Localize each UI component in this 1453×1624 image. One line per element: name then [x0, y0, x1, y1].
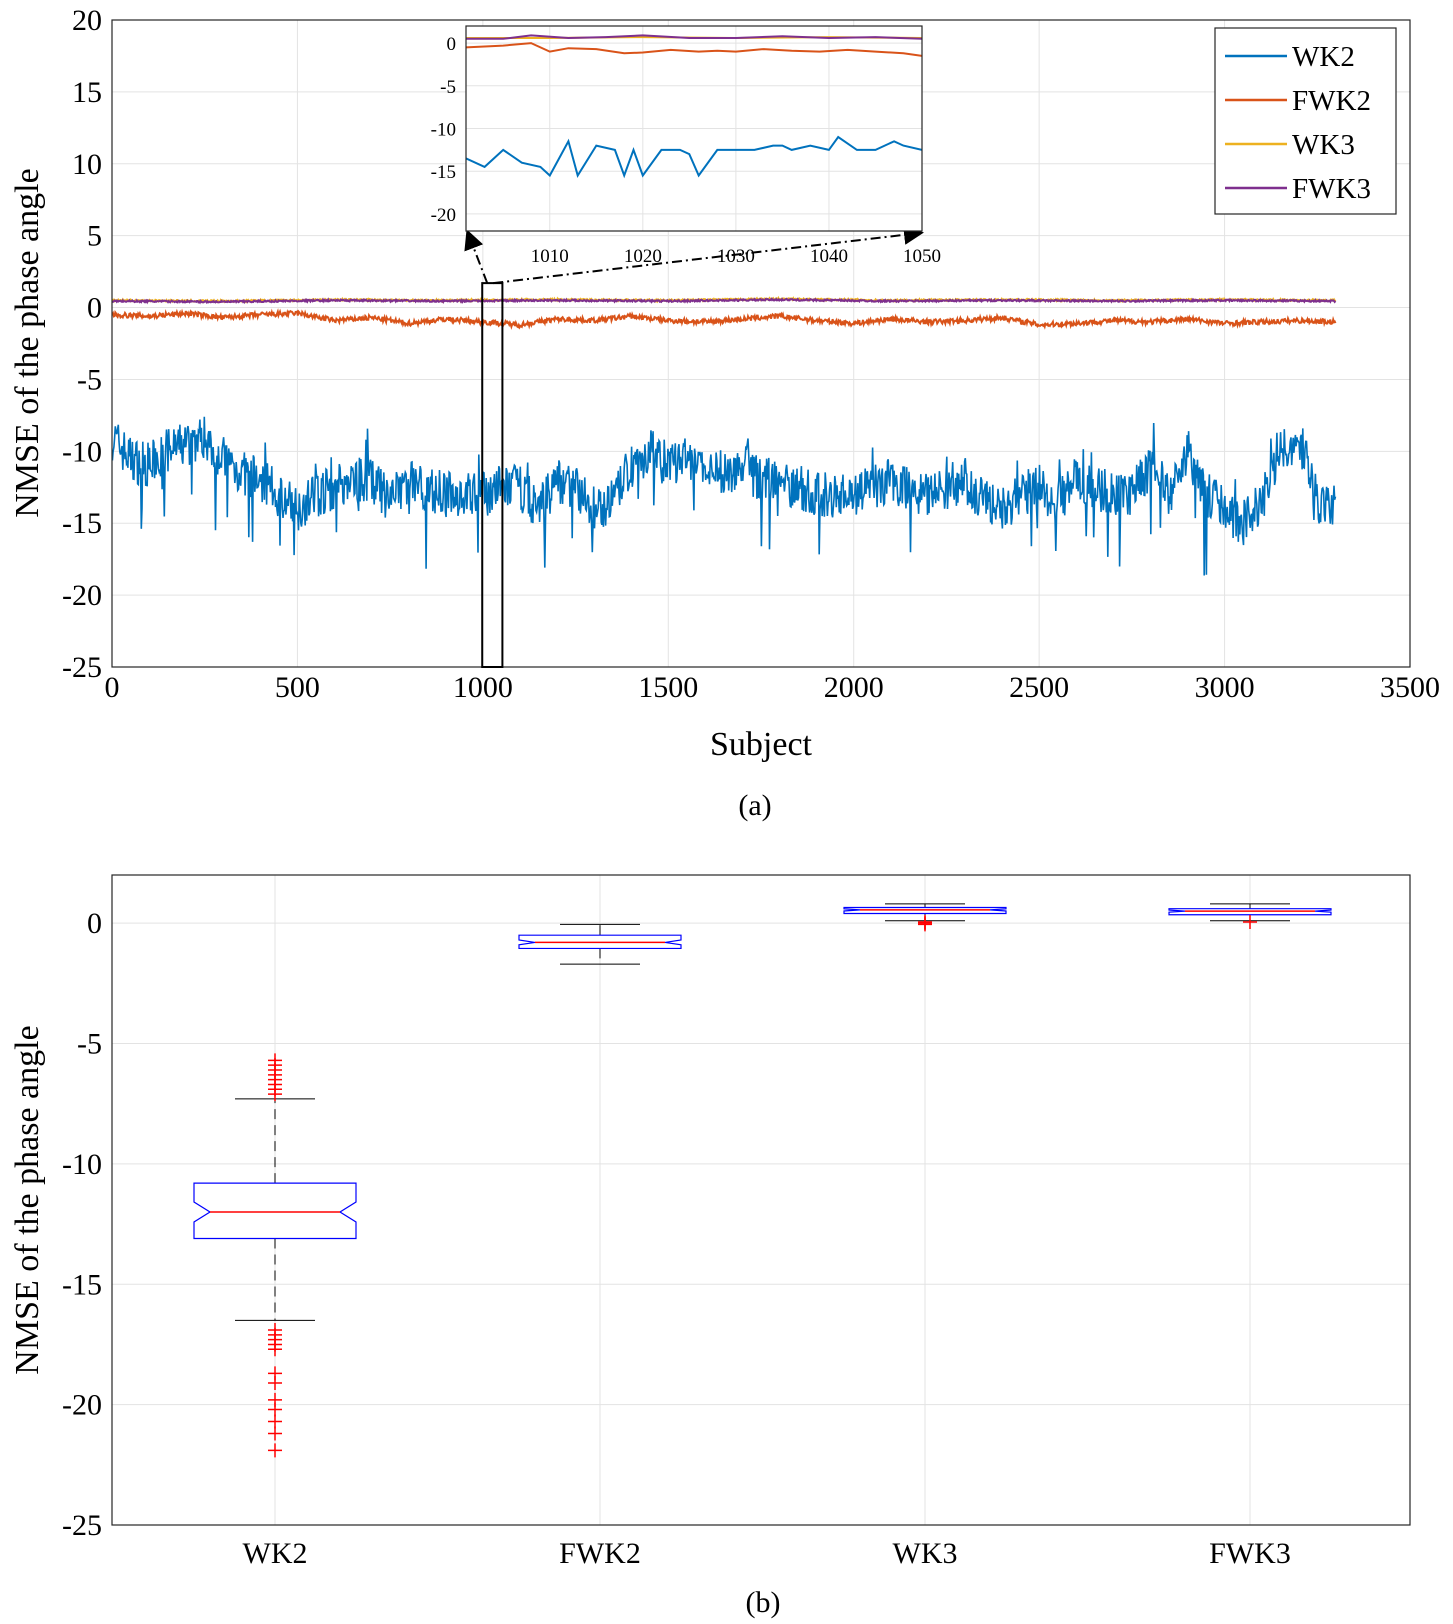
legend-label-wk2: WK2: [1292, 41, 1355, 73]
inset-xtick-1050: 1050: [903, 246, 941, 267]
zoom-connector-left: [464, 229, 489, 284]
chart-a-xtick-2000: 2000: [824, 671, 884, 704]
outlier-wk2-7: [268, 1087, 282, 1102]
chart-b-ylabel: NMSE of the phase angle: [9, 1025, 46, 1374]
chart-a-ylabel: NMSE of the phase angle: [9, 168, 46, 517]
chart-a-ytick-0: 0: [87, 292, 102, 325]
inset-xtick-1020: 1020: [624, 246, 662, 267]
inset-ytick--20: -20: [431, 205, 456, 226]
chart-a-ytick-15: 15: [72, 76, 102, 109]
zoom-highlight-box: [481, 282, 504, 668]
inset-xtick-1010: 1010: [531, 246, 569, 267]
outlier-wk2-12: [268, 1342, 282, 1357]
chart-b-caption: (b): [746, 1586, 781, 1619]
box-fwk2: [518, 923, 682, 965]
chart-a-ytick-5: 5: [87, 220, 102, 253]
chart-b-ytick--25: -25: [62, 1509, 102, 1542]
chart-a-ytick--5: -5: [77, 363, 102, 396]
outlier-wk2-18: [268, 1426, 282, 1441]
legend-entry-wk3: WK3: [1225, 129, 1355, 161]
inset-series-line-fwk3: [466, 34, 922, 40]
inset-ytick--5: -5: [440, 77, 456, 98]
legend-box: [1214, 27, 1397, 215]
chart-a: 0 500 1000 1500 2000 2500 3000 350020151050-5-1…: [9, 4, 1440, 822]
outlier-wk3-2: [918, 917, 932, 932]
box-wk3: [843, 903, 1007, 932]
chart-b-grid: [112, 875, 1410, 1526]
outlier-wk2-19: [268, 1443, 282, 1458]
inset-grid: [466, 26, 923, 231]
chart-a-ticks: 0 500 1000 1500 2000 2500 3000 350020151050-5-1…: [62, 4, 1440, 704]
chart-a-xtick-3000: 3000: [1195, 671, 1255, 704]
legend-label-fwk3: FWK3: [1292, 173, 1371, 205]
outlier-wk2-17: [268, 1414, 282, 1429]
legend-entry-wk2: WK2: [1225, 41, 1355, 73]
series-line-fwk3: [112, 297, 1337, 305]
chart-a-ytick--20: -20: [62, 579, 102, 612]
inset-ytick-0: 0: [447, 34, 457, 55]
chart-b-ytick--5: -5: [77, 1028, 102, 1061]
box-body-wk2: [193, 1182, 357, 1240]
inset-series-line-wk2: [466, 135, 922, 179]
chart-a-xtick-1000: 1000: [453, 671, 513, 704]
chart-a-ytick-10: 10: [72, 148, 102, 181]
outlier-wk2-16: [268, 1402, 282, 1417]
legend-label-fwk2: FWK2: [1292, 85, 1371, 117]
chart-a-axes-box: [111, 19, 1411, 668]
series-line-wk2: [112, 416, 1337, 576]
chart-b-ytick--20: -20: [62, 1389, 102, 1422]
chart-a-xlabel: Subject: [710, 726, 813, 763]
legend: WK2 FWK2 WK3 FWK3: [1214, 27, 1397, 215]
inset-xtick-1040: 1040: [810, 246, 848, 267]
chart-a-xtick-3500: 3500: [1380, 671, 1440, 704]
chart-b-boxes: [193, 903, 1332, 1458]
chart-b-xtick-fwk3: FWK3: [1209, 1537, 1291, 1570]
chart-b-xtick-fwk2: FWK2: [559, 1537, 641, 1570]
chart-a-series: [112, 295, 1337, 576]
zoom-connector-right: [493, 224, 924, 285]
chart-b-ytick-0: 0: [87, 907, 102, 940]
chart-a-xtick-1500: 1500: [638, 671, 698, 704]
box-fwk3: [1168, 903, 1332, 929]
box-wk2: [193, 1053, 357, 1458]
inset-zoom: 1010 1020 1030 1040 1050 0 -5 -10 -15 -20: [431, 25, 941, 267]
chart-b-ytick--10: -10: [62, 1148, 102, 1181]
outlier-wk2-14: [268, 1375, 282, 1390]
chart-b: WK2 FWK2 WK3 FWK3 0 -5 -10 -15 -20 -25 NMSE of th…: [9, 874, 1411, 1619]
inset-series: [466, 34, 922, 179]
legend-entry-fwk3: FWK3: [1225, 173, 1371, 205]
inset-ytick--15: -15: [431, 162, 456, 183]
chart-a-ytick--10: -10: [62, 435, 102, 468]
inset-series-line-fwk2: [466, 42, 922, 57]
outlier-fwk3-0: [1243, 914, 1257, 929]
chart-a-ytick--15: -15: [62, 507, 102, 540]
legend-label-wk3: WK3: [1292, 129, 1355, 161]
chart-b-xtick-wk3: WK3: [893, 1537, 958, 1570]
chart-a-ytick-20: 20: [72, 4, 102, 37]
chart-b-xtick-wk2: WK2: [243, 1537, 308, 1570]
chart-a-xtick-0: 0: [105, 671, 120, 704]
chart-a-xtick-500: 500: [275, 671, 320, 704]
inset-xtick-1030: 1030: [717, 246, 755, 267]
chart-b-axes-box: [111, 874, 1411, 1526]
inset-ticks: 1010 1020 1030 1040 1050 0 -5 -10 -15 -20: [431, 34, 941, 267]
chart-b-ticks: WK2 FWK2 WK3 FWK3 0 -5 -10 -15 -20 -25: [62, 907, 1291, 1570]
chart-a-caption: (a): [738, 789, 771, 822]
legend-entry-fwk2: FWK2: [1225, 85, 1371, 117]
inset-axes-box: [465, 25, 923, 232]
series-line-fwk2: [112, 308, 1337, 330]
chart-a-ytick--25: -25: [62, 651, 102, 684]
inset-ytick--10: -10: [431, 120, 456, 141]
chart-a-xtick-2500: 2500: [1009, 671, 1069, 704]
chart-b-ytick--15: -15: [62, 1268, 102, 1301]
